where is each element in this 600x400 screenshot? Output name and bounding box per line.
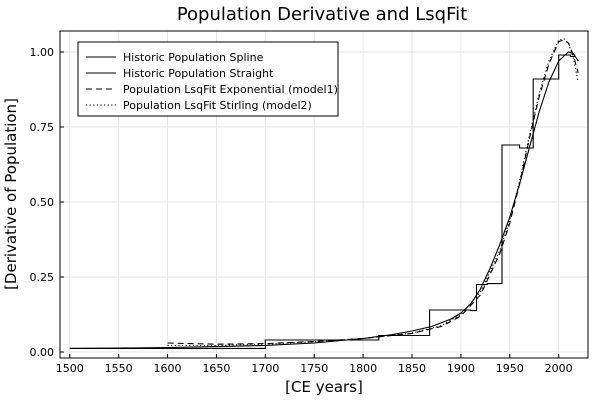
legend: Historic Population Spline Historic Popul… xyxy=(77,41,339,117)
x-tick-label: 1900 xyxy=(447,362,475,375)
y-tick-label: 0.75 xyxy=(30,121,55,134)
legend-label: Population LsqFit Exponential (model1) xyxy=(123,83,338,96)
y-tick-label: 0.50 xyxy=(30,196,55,209)
legend-label: Population LsqFit Stirling (model2) xyxy=(123,99,312,112)
x-tick-label: 1700 xyxy=(251,362,279,375)
x-axis-label: [CE years] xyxy=(285,378,363,396)
x-tick-label: 2000 xyxy=(545,362,573,375)
x-tick-label: 1650 xyxy=(202,362,230,375)
x-tick-label: 1850 xyxy=(398,362,426,375)
chart-title: Population Derivative and LsqFit xyxy=(177,4,467,25)
legend-box xyxy=(77,41,339,117)
x-tick-label: 1800 xyxy=(349,362,377,375)
x-tick-label: 1600 xyxy=(154,362,182,375)
x-tick-label: 1550 xyxy=(105,362,133,375)
y-tick-label: 0.25 xyxy=(30,271,55,284)
series-group xyxy=(69,37,579,349)
legend-label: Historic Population Spline xyxy=(123,51,264,64)
x-tick-label: 1950 xyxy=(496,362,524,375)
y-tick-label: 0.00 xyxy=(30,346,55,359)
plot-frame xyxy=(59,30,589,359)
x-tick-label: 1500 xyxy=(56,362,84,375)
y-axis-label: [Derivative of Population] xyxy=(2,98,20,290)
series-line-4 xyxy=(167,37,579,346)
legend-label: Historic Population Straight xyxy=(123,67,274,80)
ticks: 1500 1550 1600 1650 1700 1750 1800 1850 1900 1950… xyxy=(30,46,573,375)
x-tick-label: 1750 xyxy=(300,362,328,375)
y-tick-label: 1.00 xyxy=(30,46,55,59)
